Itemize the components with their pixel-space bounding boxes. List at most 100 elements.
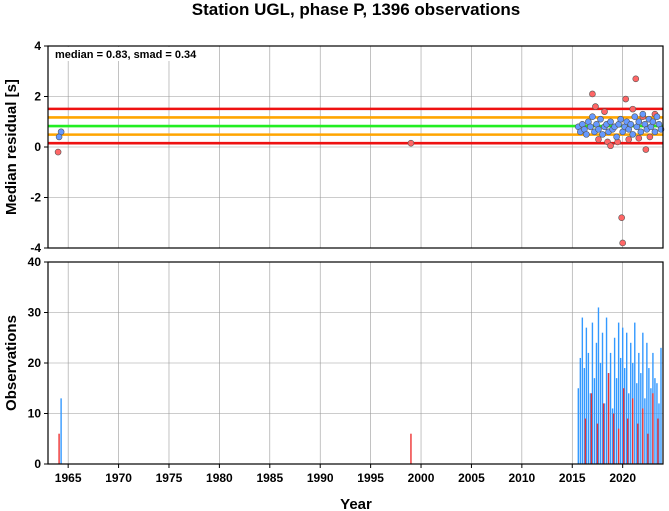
observation-bar [660,347,662,464]
residual-point [651,128,659,136]
y-tick-label: 2 [34,90,41,104]
residual-point [583,131,590,138]
residual-point [646,133,654,141]
observation-bar [638,352,640,464]
residual-points [54,75,665,247]
observation-bar [58,433,60,464]
residual-plot-frame [47,45,664,249]
observation-bar [585,327,588,464]
y-tick-label: 30 [28,306,42,320]
residual-point [54,148,62,156]
observation-bar [596,423,599,464]
residual-y-ticks: 4 2 0 -2 -4 [30,39,48,255]
x-tick-label: 2000 [408,471,435,485]
y-tick-label: 10 [28,407,42,421]
observation-bar [583,368,586,464]
residual-grid [48,45,663,249]
residual-point [597,115,604,123]
observation-bar [619,357,622,464]
observation-bar [617,428,620,464]
y-tick-label: 0 [34,140,41,154]
observation-bar [595,342,598,464]
observation-bar [650,388,652,464]
observation-bar [609,352,612,464]
observation-bar [60,398,62,464]
observations-y-axis-label: Observations [3,315,20,411]
y-tick-label: 40 [28,255,42,269]
residual-point [639,110,647,118]
observation-bar [603,403,606,464]
year-x-ticks: 1965 1970 1975 1980 1985 1990 1995 2000 2005 2010… [55,464,636,485]
observation-bar [648,368,650,464]
observation-bar [587,352,590,464]
residual-point [653,113,661,120]
y-tick-label: 0 [34,457,41,471]
residual-point [607,142,614,150]
x-tick-label: 2015 [559,471,586,485]
observation-bar [647,433,649,464]
residual-point [635,118,643,126]
residual-point [635,134,643,142]
observation-bar [627,418,629,464]
x-tick-label: 1970 [105,471,132,485]
observation-bar [611,408,614,464]
residual-point [618,214,625,221]
residual-point [589,90,596,98]
observation-bar [599,363,602,464]
observation-bar [642,332,644,464]
residual-point [595,126,602,133]
observation-bar [602,403,605,464]
residual-point [627,120,635,128]
residual-y-axis-label: Median residual [s] [3,79,20,215]
observation-bar [577,388,580,464]
y-tick-label: -4 [30,241,41,255]
observation-bar [658,403,660,464]
annotation-background [52,47,212,61]
observation-bar [634,322,636,464]
observation-bar [642,408,644,464]
x-tick-label: 1995 [357,471,384,485]
observation-bar [615,378,618,464]
observation-bar [628,393,630,464]
x-tick-label: 2010 [509,471,536,485]
residual-point [637,128,645,136]
residual-point [407,139,415,147]
residual-point [595,136,602,143]
observations-plot-frame [47,261,664,465]
residual-point [649,118,657,126]
residual-point [632,75,640,83]
residual-point [629,105,637,113]
residual-point [601,108,608,115]
observation-bar [597,307,600,464]
x-tick-label: 1985 [256,471,283,485]
observation-bar [632,398,634,464]
observation-bar [657,418,659,464]
residual-point [55,133,63,141]
x-tick-label: 1990 [307,471,334,485]
residual-point [617,115,624,123]
observation-bar [581,317,584,464]
observation-bar [626,332,628,464]
observation-bar [637,423,639,464]
observation-bar [630,342,632,464]
residual-point [642,146,650,153]
observation-bar [590,393,593,464]
observation-bar [591,322,594,464]
residual-point [625,136,633,143]
observation-bar [584,418,587,464]
y-tick-label: 20 [28,356,42,370]
residual-point [587,123,594,131]
observation-bar [636,383,638,464]
observation-bar [623,368,626,464]
residual-point [589,113,596,120]
residual-point [622,95,629,103]
residual-point [619,239,626,247]
x-axis-label: Year [340,496,372,511]
observation-bar [593,378,596,464]
observation-bar [613,337,616,464]
observation-bar [652,393,654,464]
residual-point [613,133,620,141]
residual-point [629,131,637,138]
x-tick-label: 2005 [458,471,485,485]
